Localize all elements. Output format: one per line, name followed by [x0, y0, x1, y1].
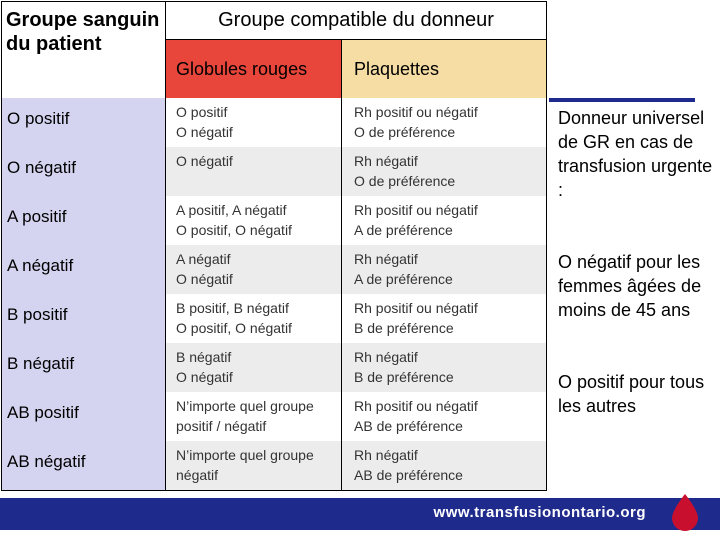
red-cells-line: O positif: [176, 104, 228, 120]
patient-group: B négatif: [2, 343, 166, 392]
patient-group: A positif: [2, 196, 166, 245]
red-cells-line: O négatif: [176, 369, 233, 385]
red-cells-line: négatif: [176, 467, 219, 483]
platelets-line: Rh négatif: [354, 447, 418, 463]
platelets-line: Rh négatif: [354, 153, 418, 169]
header-red-cells: Globules rouges: [166, 40, 342, 98]
blood-drop-icon: [672, 494, 698, 531]
red-cells-line: O négatif: [176, 124, 233, 140]
header-platelets: Plaquettes: [342, 40, 546, 98]
compatibility-table: Groupe sanguin du patient Groupe compati…: [1, 1, 547, 491]
header-donor-group: Groupe compatible du donneur: [166, 2, 546, 40]
red-cells-cell: B positif, B négatif O positif, O négati…: [166, 294, 342, 343]
footer-bar: www.transfusionontario.org: [0, 494, 720, 531]
others-note: O positif pour tous les autres: [558, 372, 705, 416]
platelets-line: Rh négatif: [354, 251, 418, 267]
table-row: B positif B positif, B négatif O positif…: [2, 294, 546, 343]
table-row: O positif O positif O négatif Rh positif…: [2, 98, 546, 147]
table-row: A positif A positif, A négatif O positif…: [2, 196, 546, 245]
patient-group: B positif: [2, 294, 166, 343]
red-cells-line: O positif, O négatif: [176, 222, 292, 238]
red-cells-cell: A négatif O négatif: [166, 245, 342, 294]
red-cells-line: O négatif: [176, 271, 233, 287]
table-row: AB négatif N’importe quel groupe négatif…: [2, 441, 546, 490]
platelets-cell: Rh négatif AB de préférence: [342, 441, 546, 490]
patient-group: O négatif: [2, 147, 166, 196]
red-cells-cell: N’importe quel groupe négatif: [166, 441, 342, 490]
red-cells-line: A positif, A négatif: [176, 202, 287, 218]
platelets-line: O de préférence: [354, 173, 456, 189]
universal-donor-note: Donneur universel de GR en cas de transf…: [558, 108, 713, 200]
patient-group: O positif: [2, 98, 166, 147]
platelets-line: A de préférence: [354, 222, 453, 238]
header-patient-blood-group: Groupe sanguin du patient: [2, 2, 166, 98]
platelets-cell: Rh positif ou négatif B de préférence: [342, 294, 546, 343]
red-cells-cell: A positif, A négatif O positif, O négati…: [166, 196, 342, 245]
red-cells-cell: N’importe quel groupe positif / négatif: [166, 392, 342, 441]
red-cells-cell: O négatif: [166, 147, 342, 196]
platelets-line: O de préférence: [354, 124, 456, 140]
table-row: AB positif N’importe quel groupe positif…: [2, 392, 546, 441]
platelets-line: Rh positif ou négatif: [354, 202, 478, 218]
platelets-cell: Rh négatif B de préférence: [342, 343, 546, 392]
platelets-line: AB de préférence: [354, 418, 463, 434]
red-cells-line: O négatif: [176, 153, 233, 169]
platelets-cell: Rh positif ou négatif A de préférence: [342, 196, 546, 245]
platelets-line: B de préférence: [354, 369, 454, 385]
red-cells-cell: O positif O négatif: [166, 98, 342, 147]
platelets-line: Rh positif ou négatif: [354, 104, 478, 120]
platelets-line: Rh négatif: [354, 349, 418, 365]
table-row: A négatif A négatif O négatif Rh négatif…: [2, 245, 546, 294]
red-cells-line: positif / négatif: [176, 418, 267, 434]
patient-group: AB positif: [2, 392, 166, 441]
patient-group: AB négatif: [2, 441, 166, 490]
platelets-line: B de préférence: [354, 320, 454, 336]
red-cells-line: N’importe quel groupe: [176, 447, 314, 463]
red-cells-line: A négatif: [176, 251, 231, 267]
platelets-cell: Rh négatif A de préférence: [342, 245, 546, 294]
platelets-line: A de préférence: [354, 271, 453, 287]
red-cells-line: N’importe quel groupe: [176, 398, 314, 414]
table-row: B négatif B négatif O négatif Rh négatif…: [2, 343, 546, 392]
red-cells-line: B négatif: [176, 349, 232, 365]
platelets-line: Rh positif ou négatif: [354, 300, 478, 316]
red-cells-line: B positif, B négatif: [176, 300, 289, 316]
table-row: O négatif O négatif Rh négatif O de préf…: [2, 147, 546, 196]
footer-url[interactable]: www.transfusionontario.org: [433, 504, 646, 521]
accent-bar: [549, 98, 695, 102]
platelets-line: Rh positif ou négatif: [354, 398, 478, 414]
platelets-cell: Rh négatif O de préférence: [342, 147, 546, 196]
women-note: O négatif pour les femmes âgées de moins…: [558, 252, 702, 320]
platelets-line: AB de préférence: [354, 467, 463, 483]
platelets-cell: Rh positif ou négatif AB de préférence: [342, 392, 546, 441]
red-cells-line: O positif, O négatif: [176, 320, 292, 336]
red-cells-cell: B négatif O négatif: [166, 343, 342, 392]
platelets-cell: Rh positif ou négatif O de préférence: [342, 98, 546, 147]
patient-group: A négatif: [2, 245, 166, 294]
